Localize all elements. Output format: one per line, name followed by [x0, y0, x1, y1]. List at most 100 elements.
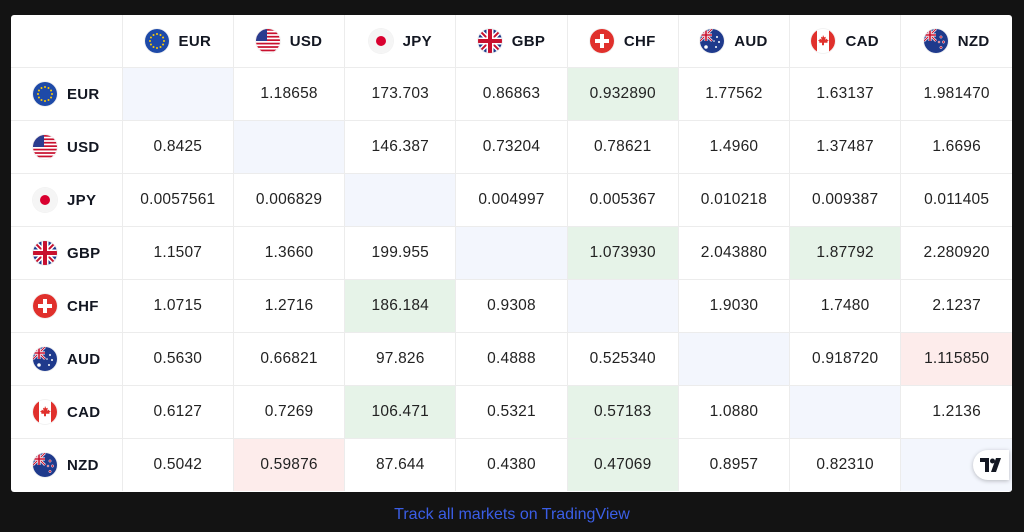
rate-cell[interactable]: 146.387 [344, 120, 457, 174]
rate-cell[interactable]: 0.73204 [455, 120, 568, 174]
empty-diagonal-cell [121, 67, 234, 121]
column-header-nzd[interactable]: NZD [900, 15, 1012, 68]
row-header-jpy[interactable]: JPY [11, 173, 123, 227]
column-header-cad[interactable]: CAD [789, 15, 902, 68]
rate-cell[interactable]: 1.2136 [900, 385, 1012, 439]
rate-cell[interactable]: 1.4960 [677, 120, 791, 174]
us-flag-icon [33, 135, 57, 159]
rate-cell[interactable]: 1.6696 [900, 120, 1012, 174]
empty-diagonal-cell [455, 226, 568, 280]
rate-cell[interactable]: 0.9308 [455, 279, 568, 333]
rate-cell[interactable]: 0.918720 [789, 332, 902, 386]
rate-cell[interactable]: 199.955 [344, 226, 457, 280]
rate-cell[interactable]: 0.0057561 [121, 173, 234, 227]
nz-flag-icon [923, 29, 948, 53]
rate-cell[interactable]: 0.009387 [789, 173, 902, 227]
rate-cell[interactable]: 0.59876 [232, 438, 346, 491]
rate-cell[interactable]: 0.8425 [121, 120, 234, 174]
table-row: EUR 1.18658 173.703 0.86863 0.932890 1.77562 1… [11, 67, 1012, 121]
column-header-aud[interactable]: AUD [677, 15, 791, 68]
rate-cell[interactable]: 1.981470 [900, 67, 1012, 121]
ca-flag-icon [33, 400, 57, 424]
ch-flag-icon [33, 294, 57, 318]
rate-cell[interactable]: 0.82310 [789, 438, 902, 491]
rate-cell[interactable]: 87.644 [344, 438, 457, 491]
rate-cell[interactable]: 0.57183 [566, 385, 679, 439]
rate-cell[interactable]: 1.0880 [677, 385, 791, 439]
rate-cell[interactable]: 0.4380 [455, 438, 568, 491]
rate-cell[interactable]: 0.5042 [121, 438, 234, 491]
column-header-chf[interactable]: CHF [566, 15, 679, 68]
rate-cell[interactable]: 1.2716 [232, 279, 346, 333]
ch-flag-icon [589, 29, 614, 53]
rate-cell[interactable]: 0.78621 [566, 120, 679, 174]
rate-cell[interactable]: 0.011405 [900, 173, 1012, 227]
table-row: USD 0.8425 146.387 0.73204 0.78621 1.4960 1.37… [11, 120, 1012, 174]
currency-code: EUR [67, 85, 100, 103]
column-header-jpy[interactable]: JPY [344, 15, 457, 68]
row-header-gbp[interactable]: GBP [11, 226, 123, 280]
currency-code: EUR [178, 32, 212, 50]
rate-cell[interactable]: 1.115850 [900, 332, 1012, 386]
header-row: EUR USD JPY GBP CHF AUD CAD NZD [11, 15, 1012, 68]
column-header-gbp[interactable]: GBP [455, 15, 568, 68]
row-header-cad[interactable]: CAD [11, 385, 123, 439]
gb-flag-icon [477, 29, 502, 53]
rate-cell[interactable]: 1.1507 [121, 226, 234, 280]
rate-cell[interactable]: 1.37487 [789, 120, 902, 174]
row-header-eur[interactable]: EUR [11, 67, 123, 121]
rate-cell[interactable]: 1.77562 [677, 67, 791, 121]
tradingview-link[interactable]: Track all markets on TradingView [394, 506, 630, 523]
corner-cell [11, 15, 123, 68]
rate-cell[interactable]: 0.5321 [455, 385, 568, 439]
rate-cell[interactable]: 186.184 [344, 279, 457, 333]
rate-cell[interactable]: 0.010218 [677, 173, 791, 227]
rate-cell[interactable]: 0.932890 [566, 67, 679, 121]
column-header-usd[interactable]: USD [232, 15, 346, 68]
rate-cell[interactable]: 0.7269 [232, 385, 346, 439]
cross-rates-table: EUR USD JPY GBP CHF AUD CAD NZD EUR 1.18658 173.7… [11, 15, 1012, 491]
rate-cell[interactable]: 0.004997 [455, 173, 568, 227]
rate-cell[interactable]: 1.073930 [566, 226, 679, 280]
rate-cell[interactable]: 0.66821 [232, 332, 346, 386]
rate-cell[interactable]: 106.471 [344, 385, 457, 439]
rate-cell[interactable]: 0.8957 [677, 438, 791, 491]
empty-diagonal-cell [344, 173, 457, 227]
rate-cell[interactable]: 0.5630 [121, 332, 234, 386]
rate-cell[interactable]: 97.826 [344, 332, 457, 386]
us-flag-icon [255, 29, 280, 53]
rate-cell[interactable]: 1.9030 [677, 279, 791, 333]
rate-cell[interactable]: 1.7480 [789, 279, 902, 333]
rate-cell[interactable]: 1.87792 [789, 226, 902, 280]
rate-cell[interactable]: 2.1237 [900, 279, 1012, 333]
rate-cell[interactable]: 173.703 [344, 67, 457, 121]
row-header-usd[interactable]: USD [11, 120, 123, 174]
gb-flag-icon [33, 241, 57, 265]
empty-diagonal-cell [677, 332, 791, 386]
rate-cell[interactable]: 0.525340 [566, 332, 679, 386]
rate-cell[interactable]: 0.47069 [566, 438, 679, 491]
currency-code: CAD [67, 403, 101, 421]
empty-diagonal-cell [900, 438, 1012, 491]
table-row: GBP 1.1507 1.3660 199.955 1.073930 2.043880 1.… [11, 226, 1012, 280]
rate-cell[interactable]: 0.86863 [455, 67, 568, 121]
rate-cell[interactable]: 0.005367 [566, 173, 679, 227]
rate-cell[interactable]: 2.043880 [677, 226, 791, 280]
au-flag-icon [33, 347, 57, 371]
row-header-chf[interactable]: CHF [11, 279, 123, 333]
row-header-nzd[interactable]: NZD [11, 438, 123, 491]
jp-flag-icon [368, 29, 393, 53]
row-header-aud[interactable]: AUD [11, 332, 123, 386]
rate-cell[interactable]: 0.006829 [232, 173, 346, 227]
rate-cell[interactable]: 1.63137 [789, 67, 902, 121]
eu-flag-icon [33, 82, 57, 106]
empty-diagonal-cell [789, 385, 902, 439]
rate-cell[interactable]: 0.4888 [455, 332, 568, 386]
rate-cell[interactable]: 1.18658 [232, 67, 346, 121]
column-header-eur[interactable]: EUR [121, 15, 234, 68]
rate-cell[interactable]: 1.0715 [121, 279, 234, 333]
tradingview-logo-icon[interactable] [973, 450, 1009, 480]
rate-cell[interactable]: 1.3660 [232, 226, 346, 280]
rate-cell[interactable]: 2.280920 [900, 226, 1012, 280]
rate-cell[interactable]: 0.6127 [121, 385, 234, 439]
